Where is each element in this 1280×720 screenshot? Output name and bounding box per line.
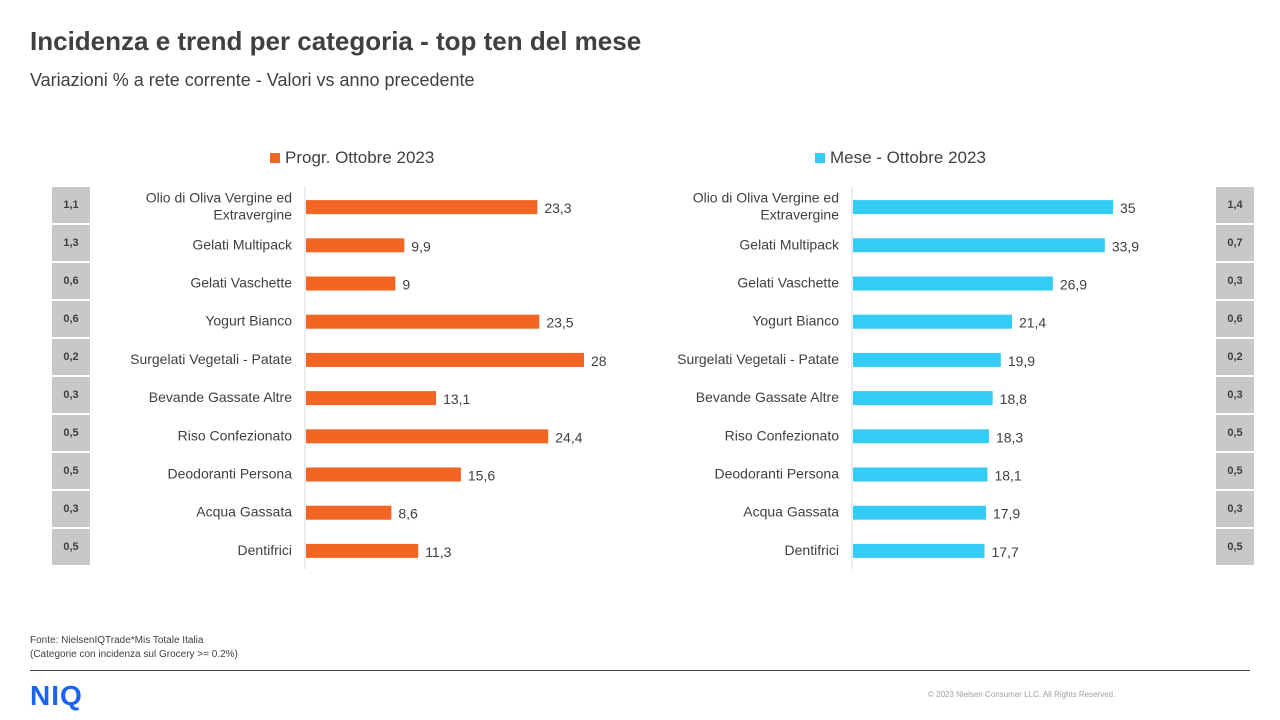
incidence-value-right-7: 0,5 [1216,453,1254,489]
incidence-value-right-1: 0,7 [1216,225,1254,261]
incidence-value-left-2: 0,6 [52,263,90,299]
incidence-value-left-9: 0,5 [52,529,90,565]
legend-left-label: Progr. Ottobre 2023 [285,148,435,167]
chart-0-category-label-0: Olio di Oliva Vergine ed Extravergine [146,190,293,223]
chart-0-value-label-8: 8,6 [398,506,418,522]
chart-1-category-label-4: Surgelati Vegetali - Patate [677,351,839,367]
legend-left: Progr. Ottobre 2023 [270,148,434,168]
incidence-value-right-0: 1,4 [1216,187,1254,223]
source-note: Fonte: NielsenIQTrade*Mis Totale Italia … [30,634,238,662]
chart-0-category-label-4: Surgelati Vegetali - Patate [130,351,292,367]
chart-1-category-label-8: Acqua Gassata [743,504,839,520]
chart-0-category-label-1: Gelati Multipack [192,236,293,252]
niq-logo: NIQ [30,680,83,711]
chart-1-value-label-3: 21,4 [1019,315,1046,331]
chart-0-value-label-3: 23,5 [546,315,573,331]
chart-0-bar-7 [306,467,461,482]
footer-divider [30,670,1250,671]
chart-1-bar-3 [853,314,1012,329]
chart-0-category-label-5: Bevande Gassate Altre [149,389,292,405]
chart-1-value-label-0: 35 [1120,200,1136,216]
incidence-value-right-2: 0,3 [1216,263,1254,299]
legend-right-swatch [815,153,825,163]
chart-1-category-label-0: Olio di Oliva Vergine ed Extravergine [693,190,840,223]
chart-0-category-label-6: Riso Confezionato [178,427,293,443]
chart-0-category-label-7: Deodoranti Persona [167,466,292,482]
incidence-value-right-5: 0,3 [1216,377,1254,413]
chart-0-value-label-0: 23,3 [544,200,571,216]
incidence-value-right-6: 0,5 [1216,415,1254,451]
chart-1-value-label-5: 18,8 [1000,391,1027,407]
chart-0-value-label-7: 15,6 [468,468,495,484]
source-line-2: (Categorie con incidenza sul Grocery >= … [30,649,238,660]
chart-0-bar-9 [306,543,419,558]
chart-1-value-label-4: 19,9 [1008,353,1035,369]
incidence-value-left-8: 0,3 [52,491,90,527]
chart-1-category-label-9: Dentifrici [785,542,839,558]
chart-1-value-label-2: 26,9 [1060,277,1087,293]
chart-1-category-label-2: Gelati Vaschette [737,275,839,291]
chart-1-bar-1 [853,238,1105,253]
chart-0-value-label-4: 28 [591,353,607,369]
incidence-value-right-8: 0,3 [1216,491,1254,527]
chart-1-bar-2 [853,276,1053,291]
chart-1-category-label-7: Deodoranti Persona [714,466,839,482]
chart-1-category-label-5: Bevande Gassate Altre [696,389,839,405]
chart-0-value-label-1: 9,9 [411,238,431,254]
chart-0-bar-0 [306,200,538,215]
incidence-column-right: 1,4 0,7 0,3 0,6 0,2 0,3 0,5 0,5 0,3 0,5 [1216,187,1254,567]
chart-0-value-label-5: 13,1 [443,391,470,407]
chart-1-category-label-1: Gelati Multipack [739,236,840,252]
chart-1-value-label-1: 33,9 [1112,238,1139,254]
chart-0-bar-1 [306,238,405,253]
chart-1-value-label-9: 17,7 [991,544,1018,560]
incidence-value-left-7: 0,5 [52,453,90,489]
chart-0-bar-2 [306,276,396,291]
incidence-column-left: 1,1 1,3 0,6 0,6 0,2 0,3 0,5 0,5 0,3 0,5 [52,187,90,567]
page-title: Incidenza e trend per categoria - top te… [30,26,642,56]
chart-0-value-label-9: 11,3 [425,544,451,560]
incidence-value-left-4: 0,2 [52,339,90,375]
bar-charts: 23,3 Olio di Oliva Vergine ed Extravergine… [130,187,1139,569]
chart-0-value-label-6: 24,4 [555,429,582,445]
chart-0-bar-6 [306,429,549,444]
chart-0-category-label-3: Yogurt Bianco [205,313,292,329]
chart-0-bar-8 [306,505,392,520]
chart-0-category-label-8: Acqua Gassata [196,504,292,520]
chart-1-value-label-6: 18,3 [996,429,1023,445]
incidence-value-left-5: 0,3 [52,377,90,413]
chart-0-category-label-2: Gelati Vaschette [190,275,292,291]
chart-0-value-label-2: 9 [402,277,410,293]
chart-1-bar-5 [853,391,993,406]
chart-0-category-label-9: Dentifrici [238,542,292,558]
chart-1-bar-6 [853,429,989,444]
incidence-value-right-3: 0,6 [1216,301,1254,337]
chart-1-bar-4 [853,352,1001,367]
chart-1-bar-9 [853,543,985,558]
chart-0-bar-5 [306,391,437,406]
source-line-1: Fonte: NielsenIQTrade*Mis Totale Italia [30,635,204,646]
chart-0-bar-4 [306,352,584,367]
legend-left-swatch [270,153,280,163]
incidence-value-left-3: 0,6 [52,301,90,337]
chart-1-value-label-8: 17,9 [993,506,1020,522]
chart-1-bar-8 [853,505,986,520]
incidence-value-left-6: 0,5 [52,415,90,451]
chart-1-category-label-6: Riso Confezionato [725,427,840,443]
chart-1-value-label-7: 18,1 [994,468,1021,484]
incidence-value-right-9: 0,5 [1216,529,1254,565]
chart-1-bar-7 [853,467,988,482]
incidence-value-left-1: 1,3 [52,225,90,261]
copyright: © 2023 Nielsen Consumer LLC. All Rights … [928,690,1116,699]
legend-right-label: Mese - Ottobre 2023 [830,148,986,167]
legend-right: Mese - Ottobre 2023 [815,148,986,168]
chart-1-category-label-3: Yogurt Bianco [752,313,839,329]
chart-0-bar-3 [306,314,540,329]
incidence-value-left-0: 1,1 [52,187,90,223]
incidence-value-right-4: 0,2 [1216,339,1254,375]
page-subtitle: Variazioni % a rete corrente - Valori vs… [30,70,475,90]
chart-1-bar-0 [853,200,1113,215]
